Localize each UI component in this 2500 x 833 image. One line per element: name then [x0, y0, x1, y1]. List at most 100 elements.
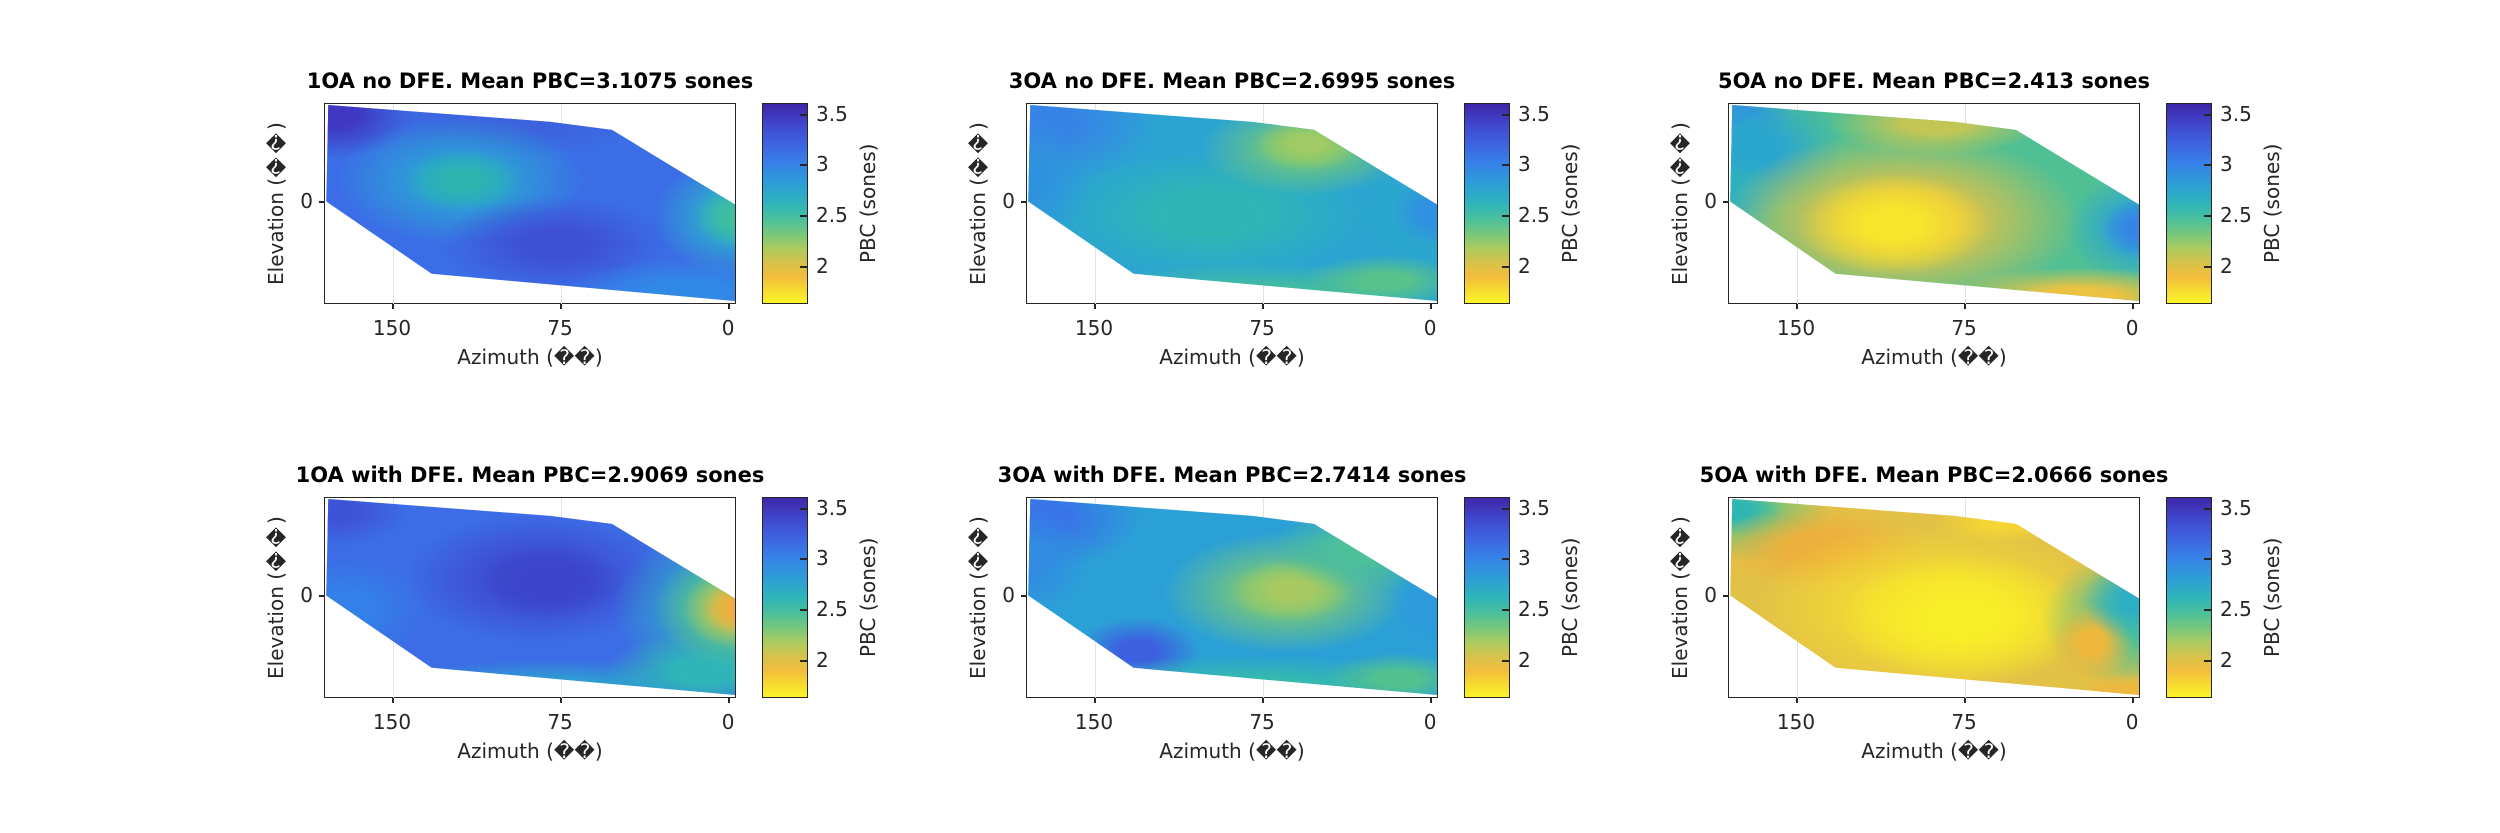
x-tick-mark [1430, 698, 1433, 703]
x-tick-mark [560, 698, 563, 703]
colorbar-tick-mark [2204, 659, 2211, 662]
colorbar-tick-mark [1502, 164, 1509, 167]
x-tick-mark [1795, 304, 1798, 309]
plot-title: 1OA no DFE. Mean PBC=3.1075 sones [306, 69, 754, 93]
colorbar-tick-label: 2.5 [2220, 202, 2252, 227]
axes-box [1723, 497, 2140, 703]
x-tick-label: 150 [1074, 316, 1114, 340]
colorbar-tick-mark [800, 164, 807, 167]
x-tick-mark [2132, 304, 2135, 309]
heatmap-region [326, 104, 735, 302]
x-tick-mark [1262, 698, 1265, 703]
x-tick-mark [1093, 698, 1096, 703]
x-tick-label: 150 [1776, 710, 1816, 734]
colorbar-tick-mark [800, 659, 807, 662]
colorbar [1464, 103, 1510, 304]
colorbar-tick-mark [1502, 114, 1509, 117]
x-tick-label: 150 [372, 710, 412, 734]
colorbar-tick-label: 2.5 [1518, 596, 1550, 621]
y-axis-label: Elevation (��) [1668, 122, 1692, 285]
x-tick-label: 150 [372, 316, 412, 340]
heat-blob [1028, 510, 1089, 615]
x-tick-mark [1093, 304, 1096, 309]
heat-blob [1827, 104, 2043, 157]
colorbar-tick-label: 2 [1518, 253, 1531, 278]
heat-blob [1799, 174, 1989, 275]
heat-blob [1303, 254, 1437, 302]
x-tick-mark [1964, 698, 1967, 703]
x-tick-label: 75 [1951, 316, 1977, 340]
axes-box [1021, 103, 1438, 309]
x-tick-label: 75 [547, 710, 573, 734]
y-tick-label: 0 [1002, 583, 1015, 608]
x-tick-label: 75 [1249, 710, 1275, 734]
y-axis-label: Elevation (��) [1668, 516, 1692, 679]
heat-blob [704, 582, 735, 635]
colorbar-tick-mark [1502, 508, 1509, 511]
plot-title: 5OA with DFE. Mean PBC=2.0666 sones [1699, 463, 2169, 487]
colorbar-tick-mark [2204, 265, 2211, 268]
colorbar-tick-mark [800, 265, 807, 268]
x-tick-mark [391, 304, 394, 309]
x-tick-mark [1262, 304, 1265, 309]
colorbar-tick-mark [1502, 558, 1509, 561]
heatmap-region [1028, 498, 1437, 696]
heat-blob [1274, 504, 1437, 593]
y-tick-mark [319, 201, 324, 204]
colorbar-tick-label: 2.5 [1518, 202, 1550, 227]
colorbar-tick-label: 3 [2220, 152, 2233, 177]
x-axis-label: Azimuth (��) [1861, 739, 2007, 763]
x-axis-label: Azimuth (��) [1861, 345, 2007, 369]
y-axis-label: Elevation (��) [264, 516, 288, 679]
heat-blob [1935, 500, 2067, 545]
x-tick-label: 0 [2125, 710, 2139, 734]
heat-blob [1253, 118, 1361, 171]
colorbar-tick-mark [800, 214, 807, 217]
y-tick-mark [1021, 595, 1026, 598]
x-tick-label: 0 [721, 316, 735, 340]
colorbar-tick-label: 3.5 [1518, 102, 1550, 127]
x-tick-label: 75 [1951, 710, 1977, 734]
x-tick-mark [728, 698, 731, 703]
colorbar-tick-mark [800, 114, 807, 117]
y-tick-mark [319, 595, 324, 598]
y-axis-label: Elevation (��) [966, 122, 990, 285]
y-tick-mark [1723, 201, 1728, 204]
y-tick-label: 0 [1002, 189, 1015, 214]
colorbar-tick-label: 2 [1518, 647, 1531, 672]
x-tick-label: 75 [1249, 316, 1275, 340]
colorbar-tick-mark [1502, 659, 1509, 662]
plot-title: 5OA no DFE. Mean PBC=2.413 sones [1718, 69, 2150, 93]
colorbar-tick-mark [800, 558, 807, 561]
x-tick-label: 75 [547, 316, 573, 340]
x-tick-label: 0 [1423, 710, 1437, 734]
y-tick-label: 0 [300, 583, 313, 608]
heat-blob [2075, 672, 2139, 696]
colorbar-tick-label: 2.5 [816, 202, 848, 227]
colorbar-tick-label: 3.5 [1518, 496, 1550, 521]
x-tick-mark [1430, 304, 1433, 309]
colorbar-tick-label: 2.5 [816, 596, 848, 621]
heat-blob [481, 544, 622, 621]
axes-box [319, 497, 736, 703]
plot-title: 3OA no DFE. Mean PBC=2.6995 sones [1008, 69, 1456, 93]
x-tick-mark [2132, 698, 2135, 703]
colorbar-tick-mark [2204, 114, 2211, 117]
colorbar-tick-mark [2204, 608, 2211, 611]
heat-blob [1323, 652, 1437, 696]
heat-blob [2099, 198, 2139, 259]
plot-title: 3OA with DFE. Mean PBC=2.7414 sones [997, 463, 1467, 487]
x-tick-mark [1964, 304, 1967, 309]
colorbar-tick-mark [2204, 214, 2211, 217]
y-tick-mark [1723, 595, 1728, 598]
axes-box [1723, 103, 2140, 309]
colorbar-tick-label: 3 [1518, 152, 1531, 177]
colorbar-tick-label: 3 [2220, 546, 2233, 571]
colorbar-tick-label: 3 [1518, 546, 1531, 571]
colorbar-tick-label: 2 [816, 647, 829, 672]
heat-blob [326, 498, 408, 547]
colorbar [2166, 497, 2212, 698]
x-tick-mark [1795, 698, 1798, 703]
colorbar [1464, 497, 1510, 698]
